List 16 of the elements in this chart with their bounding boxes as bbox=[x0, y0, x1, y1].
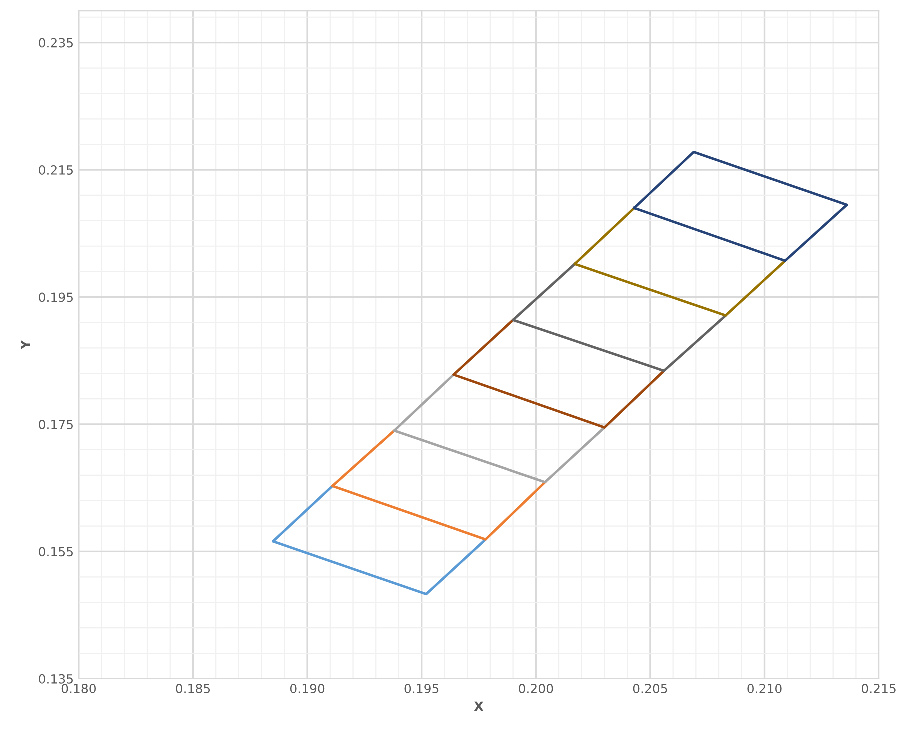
x-tick-label: 0.185 bbox=[176, 684, 210, 694]
x-axis-title: X bbox=[474, 702, 484, 711]
y-tick-label: 0.175 bbox=[39, 420, 73, 430]
x-tick-label: 0.190 bbox=[290, 684, 325, 694]
x-tick-label: 0.195 bbox=[404, 684, 439, 694]
y-tick-label: 0.195 bbox=[39, 292, 73, 302]
x-tick-label: 0.205 bbox=[633, 684, 668, 694]
x-tick-label: 0.215 bbox=[862, 684, 896, 694]
y-tick-label: 0.135 bbox=[39, 674, 73, 684]
x-tick-label: 0.210 bbox=[748, 684, 782, 694]
y-axis-title: Y bbox=[21, 340, 30, 350]
x-tick-label: 0.180 bbox=[62, 684, 96, 694]
y-tick-label: 0.155 bbox=[39, 547, 73, 557]
x-tick-label: 0.200 bbox=[519, 684, 554, 694]
y-tick-label: 0.215 bbox=[39, 166, 73, 175]
y-tick-label: 0.235 bbox=[39, 38, 73, 48]
